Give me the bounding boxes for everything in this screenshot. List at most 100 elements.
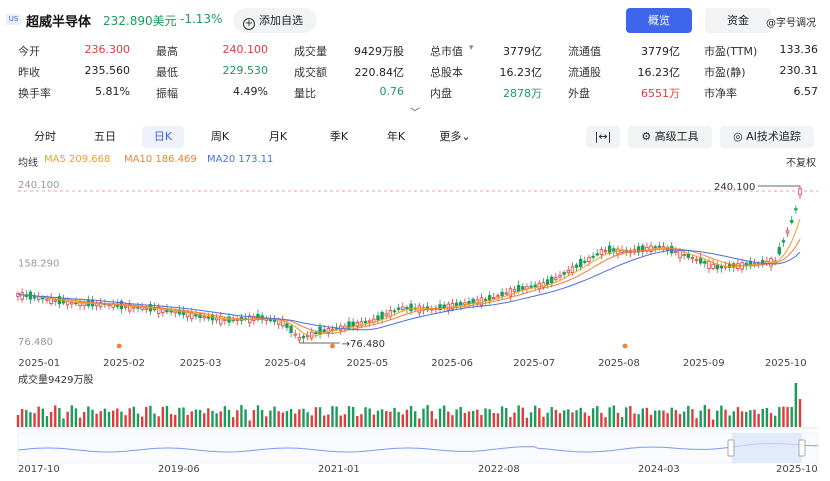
candle-body bbox=[537, 282, 542, 289]
time-axis-label: 2025-07 bbox=[513, 358, 555, 369]
stat-label: 换手率 bbox=[18, 87, 51, 100]
stat-label: 外盘 bbox=[568, 87, 590, 100]
tab-overview[interactable]: 概览 bbox=[626, 8, 692, 33]
volume-bar bbox=[790, 407, 793, 427]
volume-bar bbox=[571, 412, 574, 427]
period-tab-7[interactable]: 更多⌄ bbox=[439, 130, 471, 143]
stat-label: 市盈(静) bbox=[704, 66, 746, 79]
candle-body bbox=[794, 208, 798, 211]
period-tab-0[interactable]: 分时 bbox=[34, 130, 56, 143]
tab-funds[interactable]: 资金 bbox=[705, 8, 771, 33]
volume-bar bbox=[426, 405, 429, 427]
candle-body bbox=[636, 246, 641, 253]
event-dot bbox=[622, 343, 628, 349]
volume-bar bbox=[538, 408, 541, 427]
candle-body bbox=[566, 269, 570, 274]
volume-bar bbox=[256, 405, 260, 427]
candle-body bbox=[678, 250, 682, 259]
stat-label[interactable]: 总市值 bbox=[430, 45, 463, 58]
period-tab-2[interactable]: 日K bbox=[142, 126, 184, 148]
candle-body bbox=[355, 322, 359, 328]
volume-bar bbox=[37, 406, 40, 427]
candle-body bbox=[285, 323, 289, 328]
candle-body bbox=[562, 272, 566, 275]
volume-bar bbox=[575, 410, 578, 427]
volume-bar bbox=[252, 409, 256, 427]
dropdown-caret-icon[interactable]: ▾ bbox=[469, 43, 474, 53]
volume-bar bbox=[74, 408, 78, 427]
volume-bar bbox=[773, 415, 777, 427]
volume-bar bbox=[521, 407, 524, 427]
candle-body bbox=[674, 251, 678, 254]
adjust-toggle[interactable]: 不复权 bbox=[786, 158, 816, 169]
volume-bar bbox=[29, 412, 32, 427]
volume-bar bbox=[525, 417, 529, 427]
candle-body bbox=[500, 291, 504, 297]
overview-handle-left bbox=[727, 439, 735, 457]
chevron-down-icon[interactable]: ﹀ bbox=[410, 108, 420, 119]
candle-body bbox=[529, 285, 533, 288]
advanced-tools-button[interactable]: ⚙ 高级工具 bbox=[628, 126, 712, 148]
candle-body bbox=[620, 249, 624, 254]
volume-bar bbox=[670, 407, 673, 427]
candle-body bbox=[53, 299, 57, 302]
volume-bar bbox=[558, 413, 562, 427]
candle-body bbox=[450, 303, 455, 310]
candle-body bbox=[492, 296, 496, 299]
volume-bar bbox=[372, 414, 376, 427]
volume-bar bbox=[451, 415, 454, 427]
ai-tracking-button[interactable]: ◎ AI技术追踪 bbox=[720, 126, 814, 148]
candle-body bbox=[732, 263, 736, 268]
period-tab-3[interactable]: 周K bbox=[210, 130, 230, 143]
candle-body bbox=[396, 307, 401, 310]
candle-body bbox=[190, 311, 194, 320]
candle-body bbox=[45, 298, 49, 301]
candle-body bbox=[641, 245, 645, 252]
period-tab-6[interactable]: 年K bbox=[386, 130, 406, 143]
candle-body bbox=[459, 301, 463, 306]
stat-value: 220.84亿 bbox=[354, 66, 405, 79]
candle-body bbox=[417, 305, 422, 314]
market-badge: US bbox=[6, 14, 21, 25]
period-tab-1[interactable]: 五日 bbox=[94, 130, 116, 143]
period-tab-5[interactable]: 季K bbox=[329, 130, 349, 143]
candle-body bbox=[70, 302, 74, 305]
volume-bar bbox=[716, 410, 719, 427]
volume-bar bbox=[724, 409, 727, 427]
volume-bar bbox=[434, 419, 438, 427]
time-axis-label: 2025-09 bbox=[683, 358, 725, 369]
volume-bar bbox=[248, 420, 251, 427]
volume-bar bbox=[740, 411, 744, 427]
add-watchlist-button[interactable]: + 添加自选 bbox=[233, 8, 317, 33]
volume-bar bbox=[596, 406, 599, 427]
candle-body bbox=[554, 277, 558, 280]
volume-bar bbox=[132, 406, 136, 427]
volume-bar bbox=[207, 408, 210, 427]
candle-body bbox=[558, 274, 562, 278]
candle-body bbox=[475, 299, 479, 304]
fit-range-button[interactable]: |↔| bbox=[586, 126, 620, 148]
time-axis-label: 2025-08 bbox=[598, 358, 640, 369]
candle-body bbox=[612, 248, 616, 253]
volume-bar bbox=[583, 412, 587, 427]
volume-bar bbox=[198, 409, 202, 427]
period-tab-4[interactable]: 月K bbox=[268, 130, 288, 143]
volume-bar bbox=[736, 407, 740, 427]
volume-bar bbox=[653, 410, 657, 427]
volume-bar bbox=[318, 407, 322, 427]
volume-bar bbox=[335, 406, 338, 427]
stat-label: 量比 bbox=[294, 87, 316, 100]
volume-bar bbox=[111, 410, 115, 427]
volume-bar bbox=[70, 405, 73, 427]
volume-bar bbox=[140, 416, 144, 427]
volume-bar bbox=[186, 415, 189, 427]
font-size-toggle[interactable]: @字号调况 bbox=[766, 18, 816, 29]
candle-body bbox=[322, 329, 326, 332]
volume-bar bbox=[786, 407, 789, 427]
kline-chart[interactable]: 240.100 158.290 76.480 2025-01 2025-02 2025-0… bbox=[0, 170, 830, 481]
high-marker-label: 240.100 bbox=[714, 182, 755, 193]
volume-bar bbox=[682, 411, 686, 427]
candle-body bbox=[293, 333, 297, 336]
volume-bar bbox=[732, 411, 735, 427]
candle-body bbox=[20, 292, 24, 300]
